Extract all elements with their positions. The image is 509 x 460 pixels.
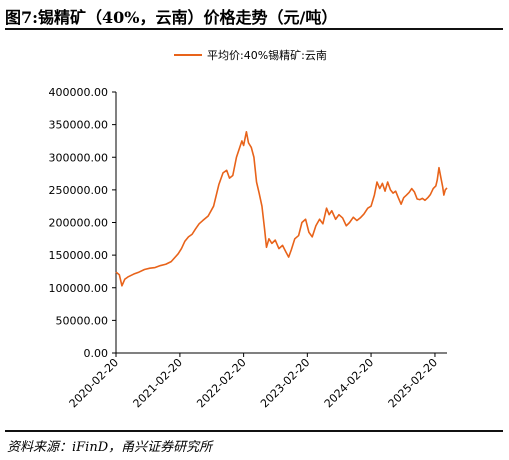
y-axis: 0.00 50000.00 100000.00 150000.00 200000.00 2…	[49, 86, 117, 360]
title-rule	[5, 28, 503, 30]
y-tick-label: 400000.00	[49, 86, 109, 99]
y-tick-label: 150000.00	[49, 249, 109, 262]
figure-title: 图7:锡精矿（40%，云南）价格走势（元/吨）	[5, 8, 338, 27]
x-tick-label: 2025-02-20	[386, 356, 440, 410]
footer-rule	[5, 430, 503, 432]
source-note: 资料来源：iFinD，甬兴证券研究所	[7, 440, 213, 455]
x-tick-label: 2023-02-20	[258, 356, 312, 410]
y-tick-label: 100000.00	[49, 282, 109, 295]
y-tick-label: 350000.00	[49, 119, 109, 132]
x-tick-label: 2024-02-20	[322, 356, 376, 410]
y-tick-label: 300000.00	[49, 151, 109, 164]
x-tick-label: 2022-02-20	[194, 356, 248, 410]
y-tick-label: 0.00	[84, 347, 109, 360]
price-line-chart: 平均价:40%锡精矿:云南 0.00 50000.00 100000.00 15000…	[49, 48, 448, 410]
y-tick-label: 200000.00	[49, 217, 109, 230]
y-tick-label: 50000.00	[56, 314, 109, 327]
legend: 平均价:40%锡精矿:云南	[174, 48, 327, 62]
legend-label: 平均价:40%锡精矿:云南	[207, 48, 327, 62]
y-tick-label: 250000.00	[49, 184, 109, 197]
series-line	[115, 131, 448, 287]
x-tick-label: 2021-02-20	[131, 356, 185, 410]
x-tick-label: 2020-02-20	[67, 356, 121, 410]
x-axis: 2020-02-20 2021-02-20 2022-02-20 2023-02-20…	[67, 352, 447, 410]
